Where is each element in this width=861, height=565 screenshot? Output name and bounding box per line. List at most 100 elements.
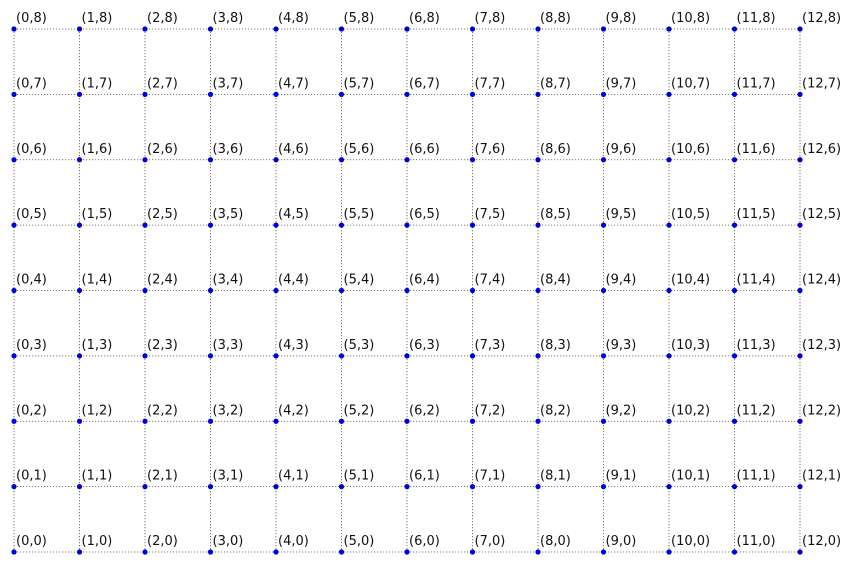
grid-point-10-6 <box>666 157 672 163</box>
grid-point-2-8 <box>142 26 148 32</box>
grid-point-7-4 <box>469 287 476 294</box>
grid-point-7-0 <box>469 549 476 555</box>
coordinate-label-9-2: (9,2) <box>606 403 637 418</box>
coordinate-label-11-3: (11,3) <box>737 338 776 353</box>
grid-point-11-7 <box>731 91 738 97</box>
grid-point-1-1 <box>76 484 83 490</box>
coordinate-label-0-1: (0,1) <box>16 469 47 484</box>
grid-point-8-0 <box>535 549 541 555</box>
grid-point-7-8 <box>469 26 476 32</box>
coordinate-label-6-3: (6,3) <box>409 338 440 353</box>
grid-point-0-6 <box>11 157 17 163</box>
coordinate-label-0-6: (0,6) <box>16 142 47 157</box>
grid-point-1-3 <box>76 353 83 359</box>
grid-point-5-2 <box>338 418 345 424</box>
coordinate-label-5-1: (5,1) <box>344 469 375 484</box>
grid-point-11-6 <box>731 157 738 163</box>
coordinate-label-5-6: (5,6) <box>344 142 375 157</box>
coordinate-label-6-1: (6,1) <box>409 469 440 484</box>
coordinate-label-5-3: (5,3) <box>344 338 375 353</box>
grid-point-12-0 <box>797 549 803 555</box>
coordinate-label-11-6: (11,6) <box>737 142 776 157</box>
grid-point-8-6 <box>535 157 541 163</box>
grid-point-10-2 <box>666 418 672 424</box>
grid-point-9-7 <box>600 91 607 97</box>
coordinate-label-9-7: (9,7) <box>606 76 637 91</box>
grid-point-11-0 <box>731 549 738 555</box>
grid-points <box>11 26 803 555</box>
coordinate-label-0-5: (0,5) <box>16 207 47 222</box>
coordinate-label-5-0: (5,0) <box>344 534 375 549</box>
grid-point-8-1 <box>535 484 541 490</box>
coordinate-label-10-7: (10,7) <box>671 76 710 91</box>
grid-point-2-0 <box>142 549 148 555</box>
coordinate-label-9-5: (9,5) <box>606 207 637 222</box>
coordinate-label-11-7: (11,7) <box>737 76 776 91</box>
coordinate-label-1-8: (1,8) <box>82 11 113 26</box>
coordinate-label-11-8: (11,8) <box>737 11 776 26</box>
grid-point-10-3 <box>666 353 672 359</box>
coordinate-label-10-3: (10,3) <box>671 338 710 353</box>
grid-point-6-1 <box>404 484 410 490</box>
coordinate-label-12-0: (12,0) <box>802 534 841 549</box>
grid-point-4-0 <box>273 549 279 555</box>
grid-point-3-8 <box>207 26 214 32</box>
coordinate-label-1-6: (1,6) <box>82 142 113 157</box>
coordinate-label-4-6: (4,6) <box>278 142 309 157</box>
grid-point-6-6 <box>404 157 410 163</box>
grid-point-0-3 <box>11 353 17 359</box>
coordinate-label-8-5: (8,5) <box>540 207 571 222</box>
coordinate-label-6-5: (6,5) <box>409 207 440 222</box>
grid-point-2-1 <box>142 484 148 490</box>
grid-point-4-2 <box>273 418 279 424</box>
coordinate-label-10-2: (10,2) <box>671 403 710 418</box>
coordinate-label-5-2: (5,2) <box>344 403 375 418</box>
grid-point-9-4 <box>600 287 607 294</box>
grid-point-7-2 <box>469 418 476 424</box>
coordinate-label-5-5: (5,5) <box>344 207 375 222</box>
grid-point-2-3 <box>142 353 148 359</box>
grid-point-2-6 <box>142 157 148 163</box>
grid-point-3-0 <box>207 549 214 555</box>
coordinate-label-6-2: (6,2) <box>409 403 440 418</box>
grid-point-12-8 <box>797 26 803 32</box>
coordinate-label-0-7: (0,7) <box>16 76 47 91</box>
grid-point-0-4 <box>11 287 17 294</box>
grid-point-11-4 <box>731 287 738 294</box>
coordinate-label-11-4: (11,4) <box>737 273 776 288</box>
grid-point-12-3 <box>797 353 803 359</box>
coordinate-label-12-5: (12,5) <box>802 207 841 222</box>
grid-point-3-1 <box>207 484 214 490</box>
coordinate-label-8-6: (8,6) <box>540 142 571 157</box>
coordinate-label-7-1: (7,1) <box>475 469 506 484</box>
coordinate-label-3-1: (3,1) <box>213 469 244 484</box>
grid-point-7-1 <box>469 484 476 490</box>
coordinate-label-6-6: (6,6) <box>409 142 440 157</box>
grid-point-7-6 <box>469 157 476 163</box>
coordinate-label-8-0: (8,0) <box>540 534 571 549</box>
grid-point-4-5 <box>273 222 279 228</box>
coordinate-label-9-8: (9,8) <box>606 11 637 26</box>
coordinate-label-0-8: (0,8) <box>16 11 47 26</box>
coordinate-label-6-0: (6,0) <box>409 534 440 549</box>
grid-point-6-3 <box>404 353 410 359</box>
coordinate-label-7-3: (7,3) <box>475 338 506 353</box>
coordinate-label-7-4: (7,4) <box>475 273 506 288</box>
grid-point-3-3 <box>207 353 214 359</box>
coordinate-label-10-1: (10,1) <box>671 469 710 484</box>
grid-point-3-2 <box>207 418 214 424</box>
coordinate-label-6-8: (6,8) <box>409 11 440 26</box>
coordinate-label-10-6: (10,6) <box>671 142 710 157</box>
coordinate-label-4-4: (4,4) <box>278 273 309 288</box>
grid-point-12-5 <box>797 222 803 228</box>
coordinate-label-4-5: (4,5) <box>278 207 309 222</box>
grid-point-12-4 <box>797 287 803 294</box>
grid-point-5-7 <box>338 91 345 97</box>
grid-point-8-3 <box>535 353 541 359</box>
grid-point-5-5 <box>338 222 345 228</box>
grid-point-0-0 <box>11 549 17 555</box>
grid-point-0-1 <box>11 484 17 490</box>
coordinate-label-7-5: (7,5) <box>475 207 506 222</box>
grid-point-6-4 <box>404 287 410 294</box>
grid-point-4-1 <box>273 484 279 490</box>
